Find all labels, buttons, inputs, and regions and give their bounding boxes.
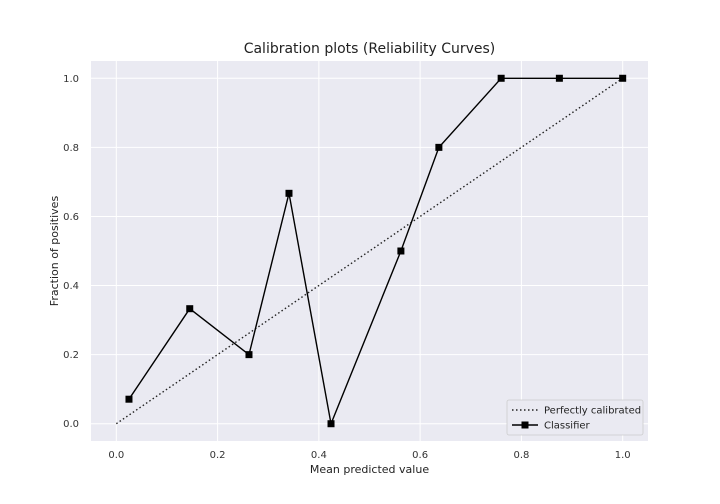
x-tick-label: 1.0 [615,450,631,461]
y-tick-label: 0.8 [63,143,79,154]
x-axis-label: Mean predicted value [310,463,429,476]
x-tick-label: 0.0 [108,450,124,461]
legend-box [506,399,644,436]
series-line-classifier [128,77,623,427]
x-tick-label: 0.2 [210,450,226,461]
data-point [497,74,505,82]
data-point [435,143,443,151]
data-point [245,351,253,359]
data-point [186,305,194,313]
x-tick-label: 0.8 [513,450,529,461]
series-layer [115,74,627,428]
plot-area [91,61,648,441]
legend-marker-classifier [521,421,529,429]
data-point [397,247,405,255]
y-tick-label: 0.6 [63,212,79,223]
y-tick-label: 0.4 [63,281,79,292]
data-point [125,395,133,403]
grid-lines [91,61,648,441]
data-point [619,74,627,82]
x-tick-label: 0.4 [311,450,327,461]
y-tick-label: 0.2 [63,350,79,361]
chart-title: Calibration plots (Reliability Curves) [244,41,496,57]
y-axis-label: Fraction of positives [48,196,61,307]
y-tick-label: 0.0 [63,419,79,430]
x-axis-ticks: 0.0 0.2 0.4 0.6 0.8 1.0 [108,450,630,461]
data-point [285,189,293,197]
y-tick-label: 1.0 [63,74,79,85]
x-tick-label: 0.6 [412,450,428,461]
y-axis-ticks: 0.0 0.2 0.4 0.6 0.8 1.0 [63,74,79,430]
data-point [327,420,335,428]
data-point [555,74,563,82]
legend-label-perfectly-calibrated: Perfectly calibrated [544,406,641,417]
legend-label-classifier: Classifier [544,421,591,432]
legend: Perfectly calibrated Classifier [506,399,644,436]
